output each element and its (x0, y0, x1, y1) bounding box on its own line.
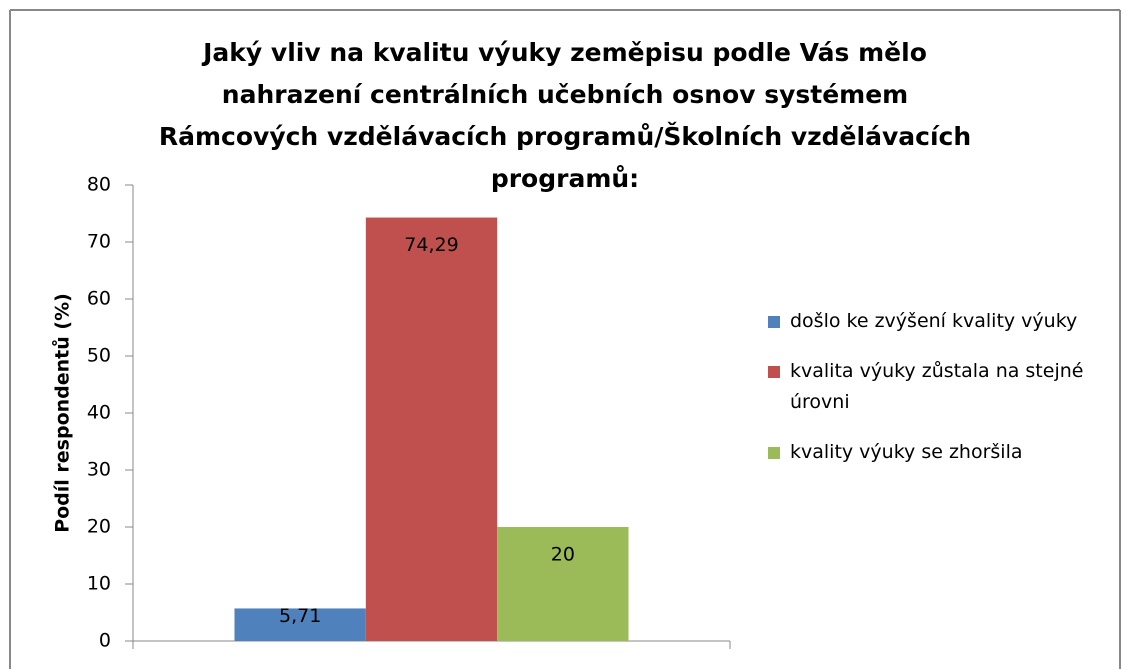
data-label: 5,71 (279, 605, 321, 627)
legend-swatch (768, 366, 780, 378)
legend-swatch (768, 316, 780, 328)
legend-item: kvality výuky se zhoršila (768, 437, 1118, 468)
y-tick-label: 80 (87, 174, 111, 196)
y-tick-label: 0 (99, 630, 111, 652)
bar (497, 527, 629, 641)
y-tick-label: 30 (87, 459, 111, 481)
y-tick-label: 40 (87, 402, 111, 424)
y-tick-label: 10 (87, 573, 111, 595)
y-tick-label: 60 (87, 288, 111, 310)
legend: došlo ke zvýšení kvality výuky kvalita vý… (768, 306, 1118, 487)
legend-label: kvalita výuky zůstala na stejné úrovni (790, 360, 1084, 413)
bar (365, 217, 498, 641)
legend-item: došlo ke zvýšení kvality výuky (768, 306, 1118, 337)
legend-swatch (768, 447, 780, 459)
legend-label: kvality výuky se zhoršila (790, 441, 1023, 463)
y-tick-label: 50 (87, 345, 111, 367)
legend-label: došlo ke zvýšení kvality výuky (790, 310, 1078, 332)
chart-title: Jaký vliv na kvalitu výuky zeměpisu podl… (158, 38, 972, 193)
legend-item: kvalita výuky zůstala na stejné úrovni (768, 356, 1118, 418)
bar (234, 608, 366, 641)
y-axis-label: Podíl respondentů (%) (51, 293, 74, 533)
y-tick-label: 20 (87, 516, 111, 538)
data-label: 74,29 (404, 234, 458, 256)
y-tick-label: 70 (87, 231, 111, 253)
data-label: 20 (551, 544, 575, 566)
